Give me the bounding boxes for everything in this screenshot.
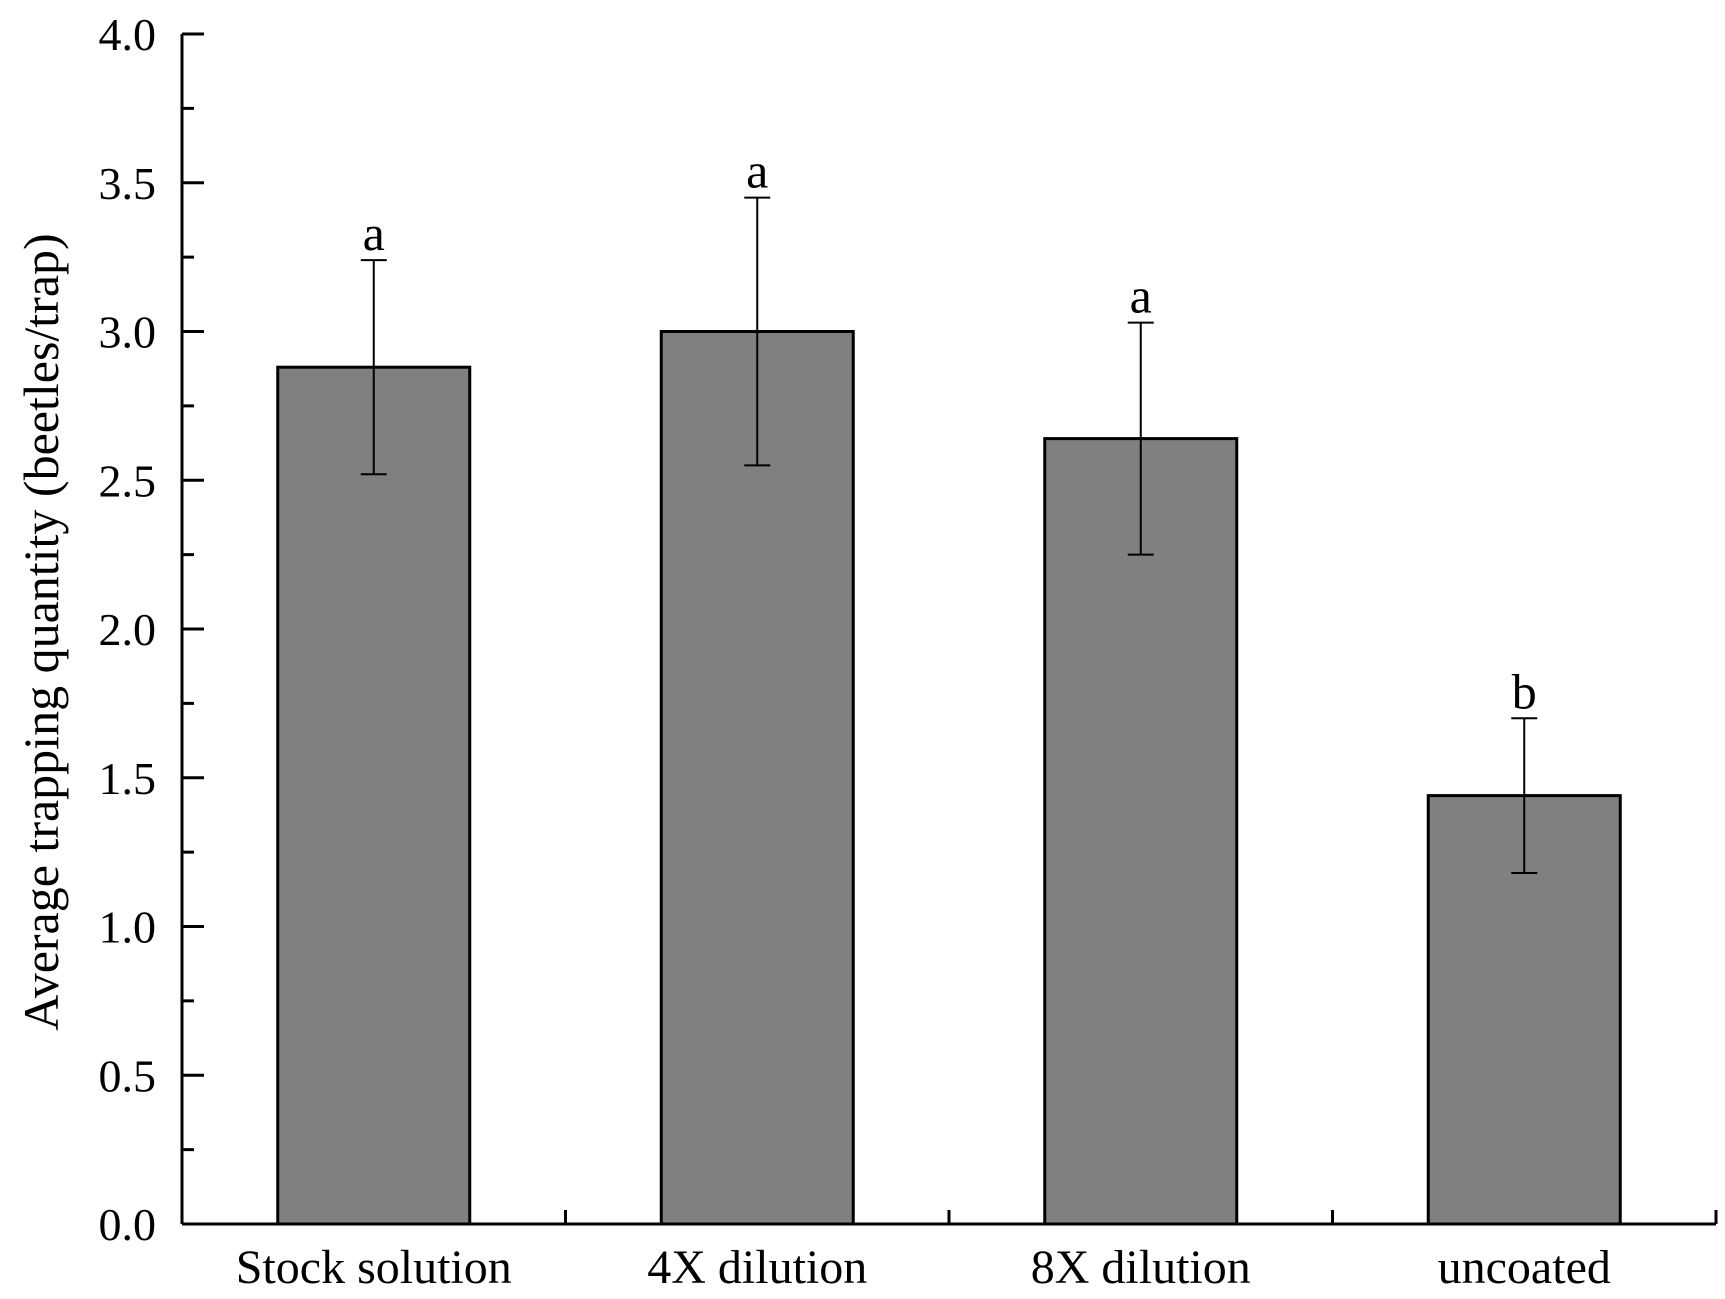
labels-layer: Average trapping quantity (beetles/trap)… bbox=[13, 9, 1611, 1294]
x-tick-label-2: 4X dilution bbox=[647, 1241, 867, 1294]
y-tick-label-7: 3.5 bbox=[99, 158, 157, 209]
significance-label-4: b bbox=[1512, 663, 1537, 719]
x-tick-label-1: Stock solution bbox=[236, 1241, 512, 1294]
bars-layer bbox=[276, 330, 1622, 1226]
y-tick-label-3: 1.5 bbox=[99, 753, 157, 804]
y-tick-label-5: 2.5 bbox=[99, 455, 157, 506]
y-tick-label-2: 1.0 bbox=[99, 902, 157, 953]
y-tick-label-4: 2.0 bbox=[99, 604, 157, 655]
bar-2 bbox=[659, 330, 855, 1226]
y-tick-label-6: 3.0 bbox=[99, 307, 157, 358]
x-tick-label-3: 8X dilution bbox=[1031, 1241, 1251, 1294]
significance-label-3: a bbox=[1130, 268, 1152, 324]
axes-layer bbox=[180, 32, 1718, 1226]
significance-label-2: a bbox=[746, 143, 768, 199]
significance-label-1: a bbox=[363, 205, 385, 261]
y-axis-label: Average trapping quantity (beetles/trap) bbox=[13, 233, 69, 1030]
error-bars-layer bbox=[360, 196, 1538, 874]
y-tick-label-0: 0.0 bbox=[99, 1199, 157, 1250]
y-tick-label-1: 0.5 bbox=[99, 1050, 157, 1101]
y-tick-label-8: 4.0 bbox=[99, 9, 157, 60]
bar-1 bbox=[276, 365, 472, 1226]
x-tick-label-4: uncoated bbox=[1438, 1241, 1611, 1294]
bar-3 bbox=[1043, 437, 1239, 1226]
